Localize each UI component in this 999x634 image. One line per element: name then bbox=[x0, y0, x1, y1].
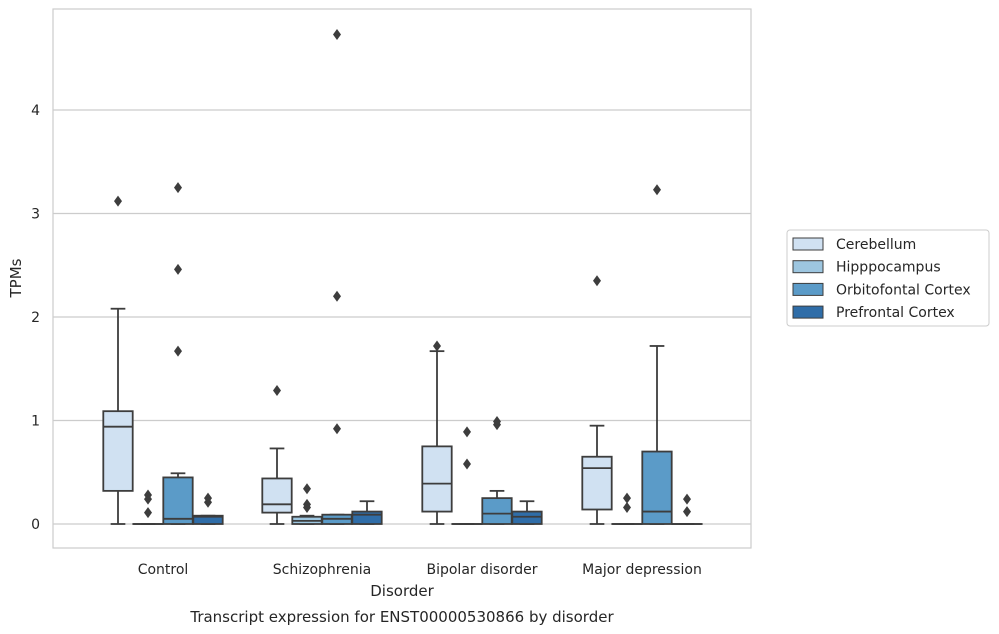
outlier-point bbox=[303, 498, 311, 510]
box-prefrontal-cortex-3 bbox=[671, 493, 703, 525]
box-prefrontal-cortex-0 bbox=[192, 492, 224, 525]
y-tick-label: 0 bbox=[31, 517, 40, 533]
outlier-point bbox=[333, 423, 341, 435]
outlier-point bbox=[463, 426, 471, 438]
y-tick-label: 4 bbox=[31, 103, 40, 119]
outlier-point bbox=[653, 184, 661, 196]
legend-label: Hipppocampus bbox=[836, 260, 941, 276]
y-tick-label: 2 bbox=[31, 310, 40, 326]
box-body bbox=[261, 477, 293, 514]
legend-label: Orbitofontal Cortex bbox=[836, 282, 971, 298]
x-axis-ticks: Control Schizophrenia Bipolar disorder Majo… bbox=[138, 562, 702, 578]
y-tick-label: 3 bbox=[31, 207, 40, 223]
box-body bbox=[351, 510, 383, 525]
box-cerebellum-3 bbox=[581, 275, 613, 525]
outlier-point bbox=[144, 489, 152, 501]
box-series bbox=[102, 28, 703, 525]
box-body bbox=[102, 410, 134, 492]
plot-frame bbox=[52, 8, 752, 549]
box-body bbox=[421, 445, 453, 513]
outlier-point bbox=[333, 28, 341, 40]
legend-swatch bbox=[792, 237, 824, 251]
outlier-point bbox=[433, 340, 441, 352]
box-orbitofontal-cortex-0 bbox=[162, 182, 194, 525]
box-cerebellum-1 bbox=[261, 384, 293, 525]
box-hipppocampus-1 bbox=[291, 483, 323, 525]
chart-title: Transcript expression for ENST0000053086… bbox=[189, 608, 614, 626]
box-prefrontal-cortex-1 bbox=[351, 500, 383, 525]
outlier-point bbox=[683, 493, 691, 505]
box-orbitofontal-cortex-2 bbox=[481, 416, 513, 525]
box-body bbox=[581, 455, 613, 511]
outlier-point bbox=[174, 182, 182, 194]
legend-label: Prefrontal Cortex bbox=[836, 305, 955, 321]
box-orbitofontal-cortex-3 bbox=[641, 184, 673, 525]
outlier-point bbox=[493, 416, 501, 428]
outlier-point bbox=[174, 345, 182, 357]
y-axis-title: TPMs bbox=[7, 258, 25, 298]
legend-frame bbox=[786, 229, 990, 327]
outlier-point bbox=[593, 275, 601, 287]
outlier-point bbox=[623, 492, 631, 504]
x-tick-label: Schizophrenia bbox=[273, 562, 371, 578]
box-body bbox=[162, 476, 194, 525]
box-body bbox=[641, 450, 673, 525]
outlier-point bbox=[333, 290, 341, 302]
legend-swatch bbox=[792, 282, 824, 296]
outlier-point bbox=[303, 483, 311, 495]
box-cerebellum-0 bbox=[102, 195, 134, 525]
box-hipppocampus-2 bbox=[451, 426, 483, 525]
outlier-point bbox=[463, 458, 471, 470]
outlier-point bbox=[204, 492, 212, 504]
box-orbitofontal-cortex-1 bbox=[321, 28, 353, 525]
box-body bbox=[511, 510, 543, 525]
legend-items: Cerebellum Hipppocampus Orbitofontal Corte… bbox=[792, 237, 971, 321]
outlier-point bbox=[144, 507, 152, 519]
box-body bbox=[481, 497, 513, 525]
legend-label: Cerebellum bbox=[836, 237, 916, 253]
legend-swatch bbox=[792, 305, 824, 319]
legend: Cerebellum Hipppocampus Orbitofontal Corte… bbox=[786, 229, 990, 327]
x-tick-label: Bipolar disorder bbox=[426, 562, 537, 578]
outlier-point bbox=[114, 195, 122, 207]
box-prefrontal-cortex-2 bbox=[511, 500, 543, 525]
box-hipppocampus-0 bbox=[132, 489, 164, 525]
box-hipppocampus-3 bbox=[611, 492, 643, 525]
box-body bbox=[192, 514, 224, 525]
outlier-point bbox=[683, 506, 691, 518]
y-axis-ticks: 0 1 2 3 4 bbox=[31, 103, 40, 533]
outlier-point bbox=[623, 501, 631, 513]
outlier-point bbox=[174, 263, 182, 275]
box-cerebellum-2 bbox=[421, 340, 453, 525]
x-tick-label: Major depression bbox=[582, 562, 702, 578]
y-tick-label: 1 bbox=[31, 414, 40, 430]
x-axis-title: Disorder bbox=[370, 582, 434, 600]
outlier-point bbox=[273, 384, 281, 396]
x-tick-label: Control bbox=[138, 562, 189, 578]
legend-swatch bbox=[792, 260, 824, 274]
